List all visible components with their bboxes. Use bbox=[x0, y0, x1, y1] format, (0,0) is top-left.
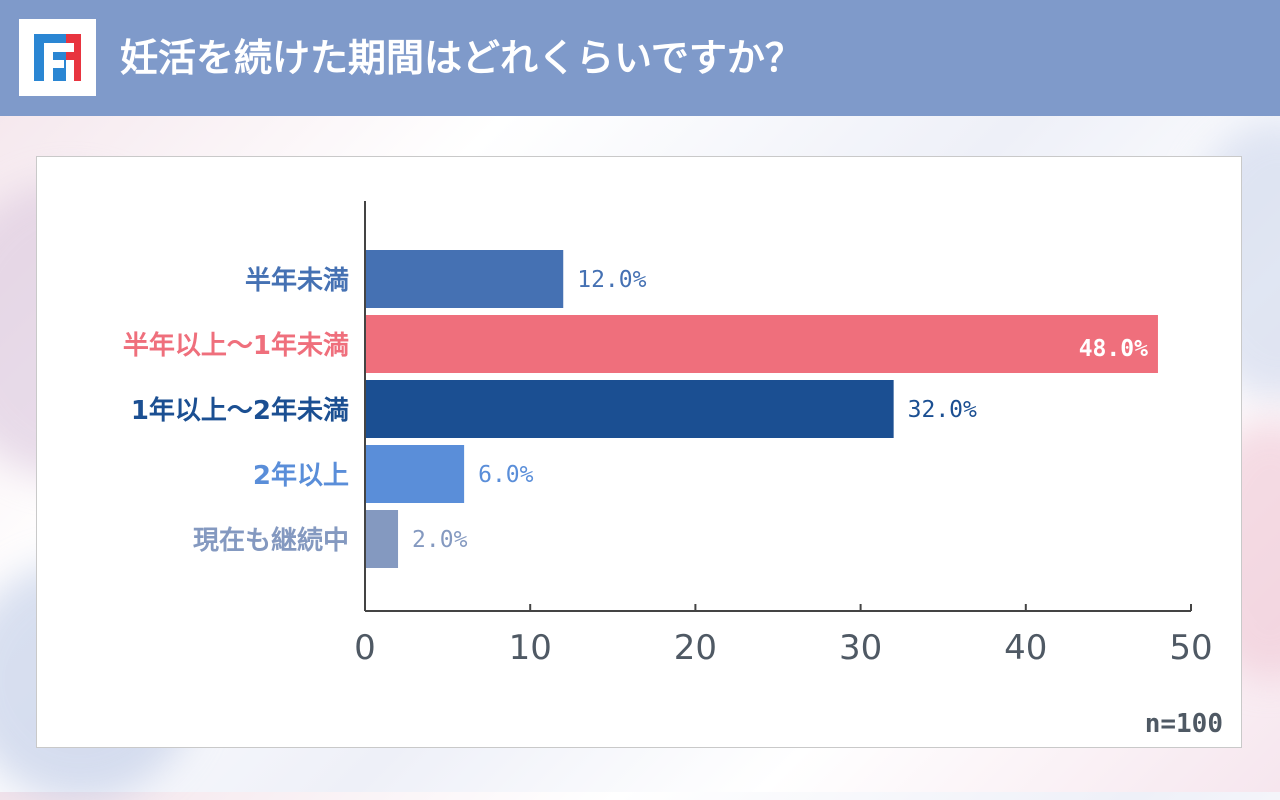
x-tick-label: 40 bbox=[1004, 628, 1047, 668]
bar-chart: 半年未満 12.0% 半年以上〜1年未満 48.0% 1年以上〜2年未満 32.0% 2年以… bbox=[123, 201, 1213, 668]
value-label: 6.0% bbox=[478, 462, 534, 488]
x-tick-label: 20 bbox=[674, 628, 717, 668]
category-label: 現在も継続中 bbox=[193, 525, 349, 556]
x-tick-label: 30 bbox=[839, 628, 882, 668]
bar-4 bbox=[365, 510, 399, 568]
value-label: 48.0% bbox=[1079, 336, 1148, 362]
page-title: 妊活を続けた期間はどれくらいですか？ bbox=[120, 36, 803, 80]
value-label: 2.0% bbox=[412, 527, 468, 553]
category-label: 半年未満 bbox=[245, 265, 349, 296]
bar-1 bbox=[365, 315, 1158, 373]
title-bar: 妊活を続けた期間はどれくらいですか？ bbox=[0, 0, 1280, 116]
x-tick-label: 10 bbox=[509, 628, 552, 668]
chart-panel: 半年未満 12.0% 半年以上〜1年未満 48.0% 1年以上〜2年未満 32.0% 2年以… bbox=[36, 156, 1242, 748]
sample-size-note: n=100 bbox=[1144, 709, 1223, 739]
value-label: 32.0% bbox=[908, 397, 977, 423]
category-label: 2年以上 bbox=[253, 460, 349, 491]
category-label: 半年以上〜1年未満 bbox=[123, 330, 349, 361]
value-label: 12.0% bbox=[577, 267, 646, 293]
bar-0 bbox=[365, 250, 564, 308]
brand-logo-icon bbox=[19, 19, 96, 96]
x-tick-label: 0 bbox=[354, 628, 376, 668]
bar-2 bbox=[365, 380, 894, 438]
bar-3 bbox=[365, 445, 465, 503]
category-label: 1年以上〜2年未満 bbox=[131, 395, 349, 426]
x-tick-label: 50 bbox=[1169, 628, 1212, 668]
